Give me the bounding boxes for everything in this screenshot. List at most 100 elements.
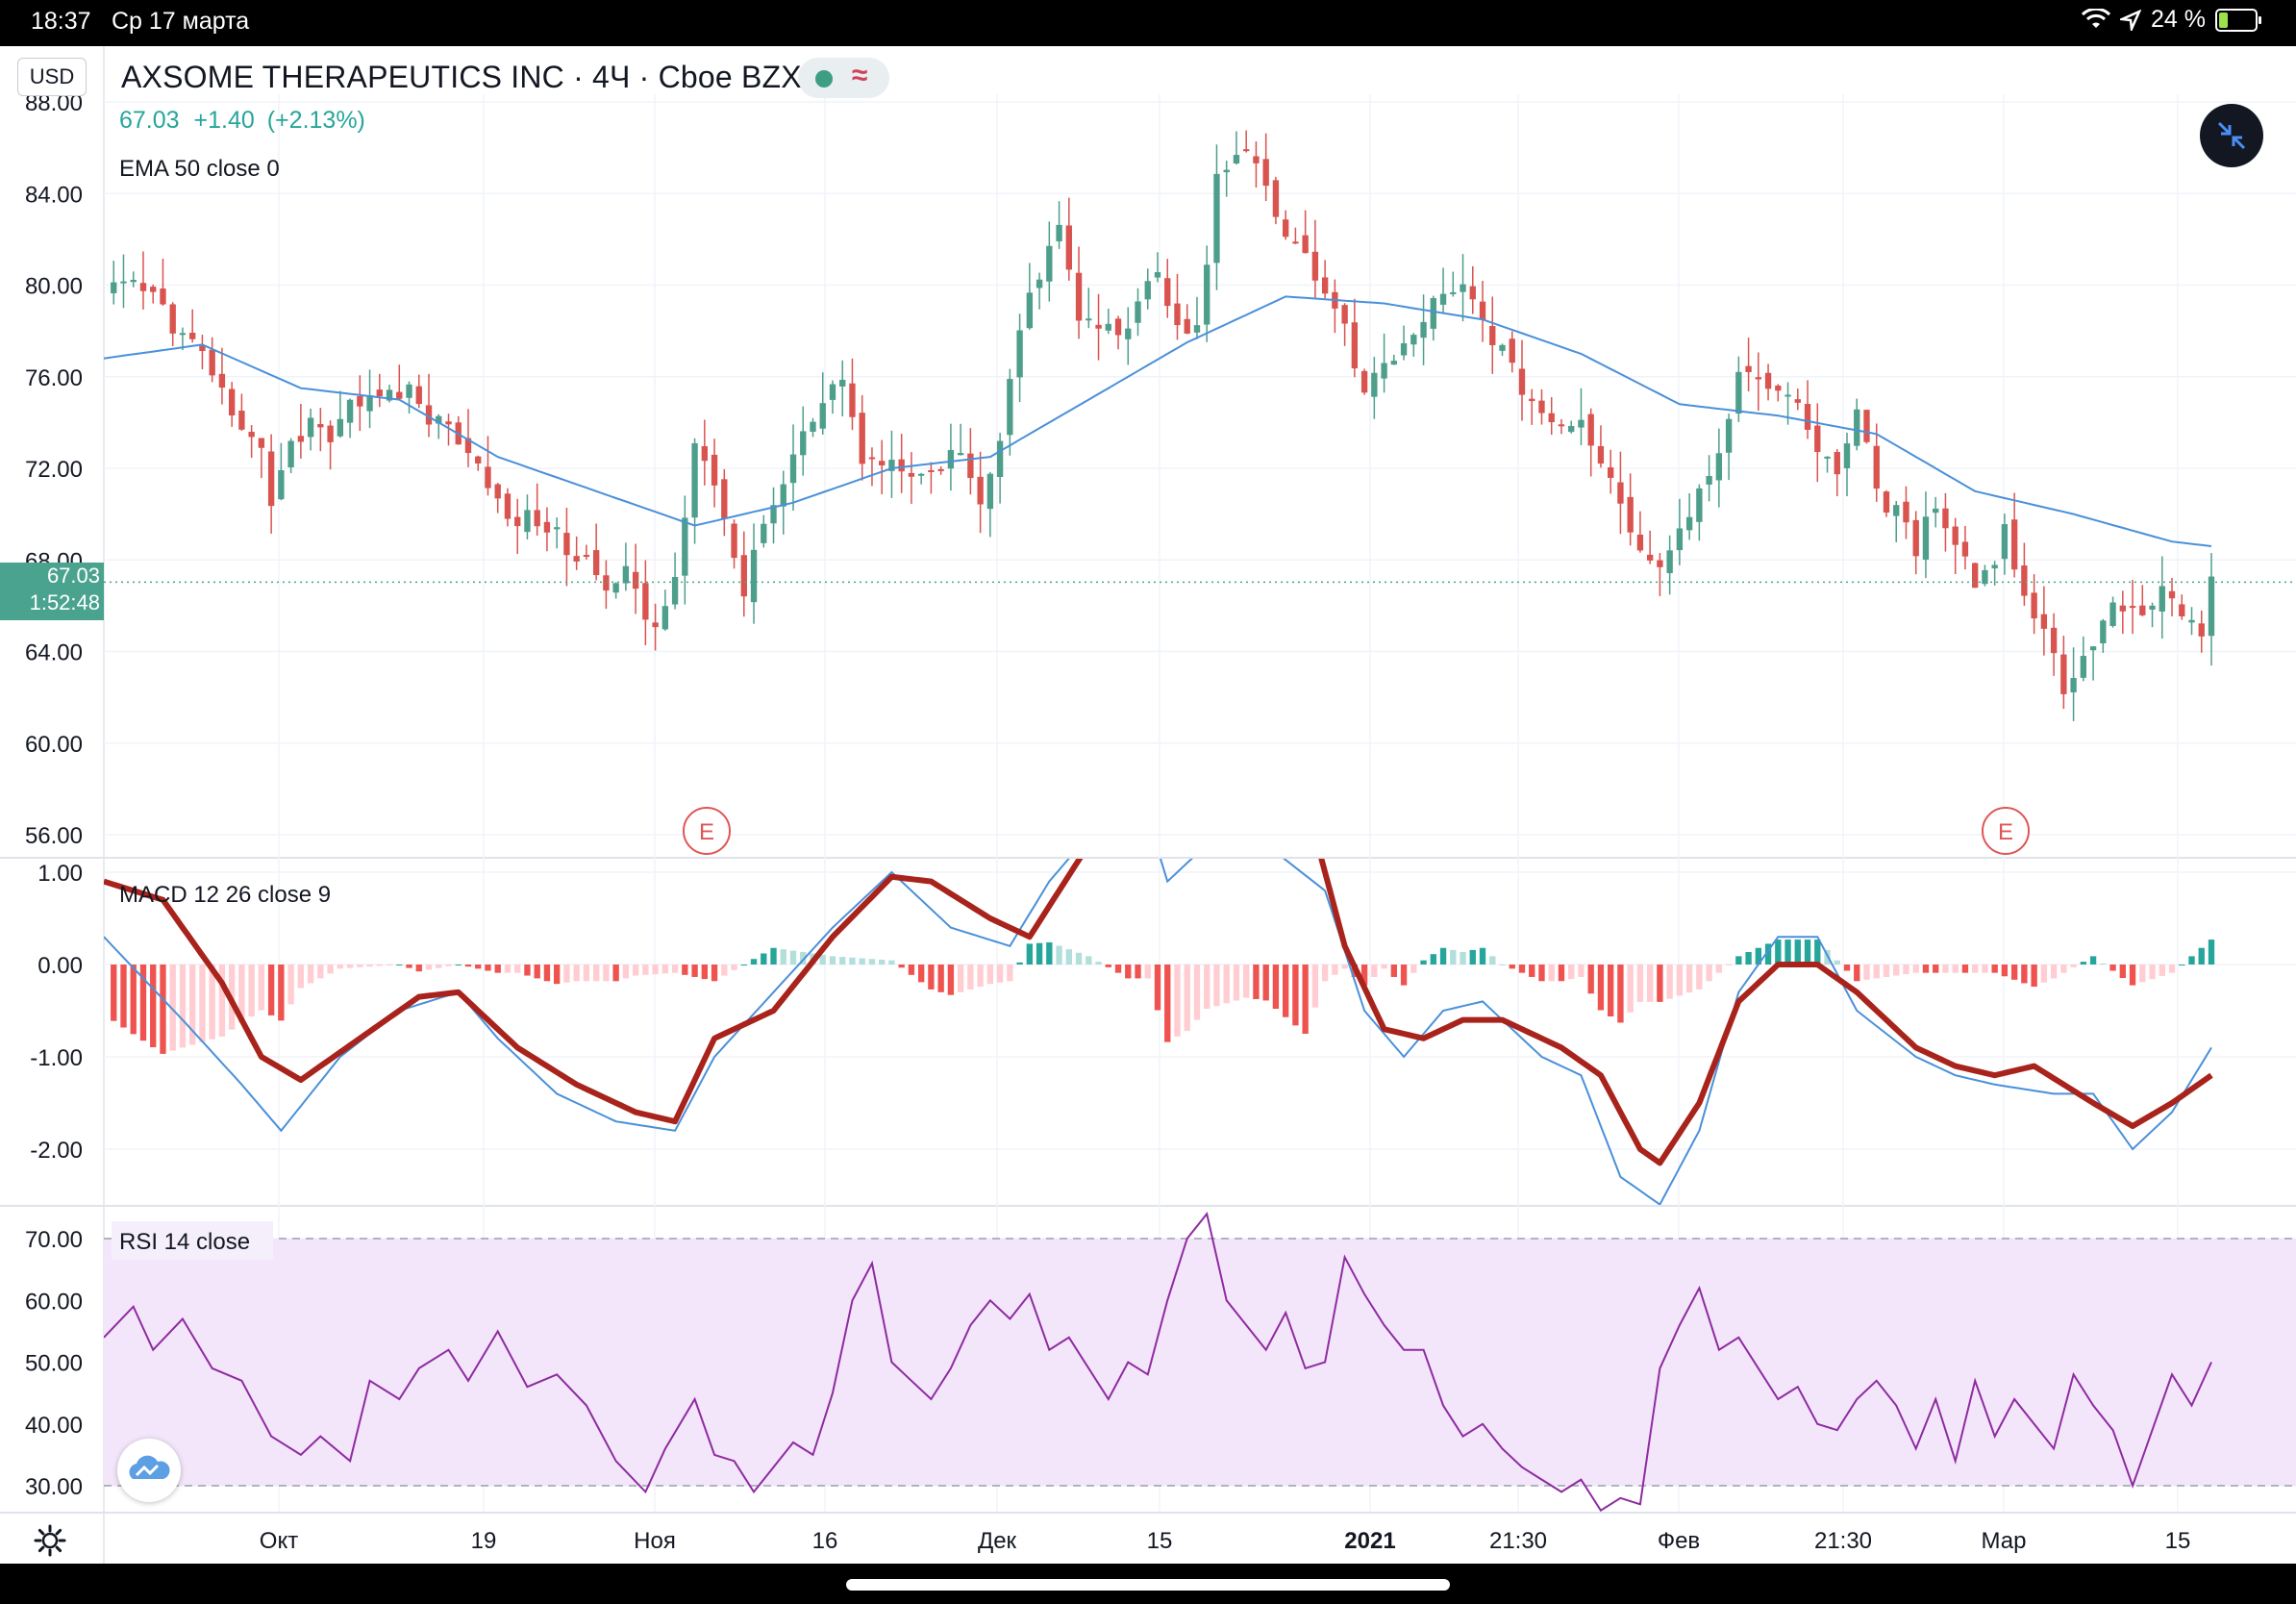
macd-bar	[1715, 965, 1723, 973]
candle	[977, 451, 984, 534]
earnings-marker[interactable]: E	[683, 807, 731, 855]
macd-bar	[2010, 965, 2018, 980]
price-tick-label: 76.00	[25, 365, 83, 391]
candle	[228, 382, 236, 427]
candle	[130, 271, 137, 288]
macd-bar	[1184, 965, 1190, 1032]
candle-body	[1834, 451, 1840, 475]
candle-body	[711, 454, 718, 486]
macd-bar	[1518, 965, 1526, 973]
rsi-label[interactable]: RSI 14 close	[119, 1229, 251, 1255]
macd-label[interactable]: MACD 12 26 close 9	[119, 882, 332, 908]
ema-label[interactable]: EMA 50 close 0	[119, 156, 280, 182]
candle	[218, 347, 226, 405]
earnings-marker[interactable]: E	[1982, 807, 2030, 855]
candle	[2060, 636, 2067, 710]
macd-bar	[406, 965, 412, 968]
macd-bar	[839, 957, 846, 965]
candle	[1538, 388, 1545, 425]
macd-bar	[1883, 965, 1890, 977]
macd-bar	[1834, 960, 1840, 965]
candle	[425, 373, 433, 438]
macd-bar	[691, 965, 698, 977]
tradingview-logo-button[interactable]	[117, 1439, 181, 1502]
candle	[1824, 456, 1831, 473]
macd-bar	[1135, 965, 1141, 979]
candle	[1834, 449, 1840, 497]
time-tick-label: 16	[812, 1528, 838, 1554]
candle	[189, 309, 196, 343]
market-status-pill[interactable]: ≈	[798, 58, 889, 98]
candle-body	[740, 555, 747, 597]
candle-body	[2031, 592, 2037, 619]
candle	[996, 433, 1004, 504]
candle	[554, 517, 561, 549]
macd-bar	[267, 965, 275, 1015]
candle	[2031, 574, 2037, 635]
candle-body	[898, 459, 905, 472]
candle	[1903, 486, 1909, 539]
candle	[1410, 333, 1417, 357]
currency-button[interactable]: USD	[17, 58, 87, 96]
macd-bar	[1893, 965, 1900, 976]
candle-body	[849, 383, 856, 417]
candle-body	[800, 431, 807, 456]
candle-body	[386, 389, 393, 401]
macd-bar	[1804, 940, 1811, 965]
candle-body	[1282, 219, 1289, 238]
candle-body	[1311, 251, 1319, 281]
candle-body	[120, 281, 127, 284]
macd-bar	[1105, 965, 1111, 967]
candle-body	[1745, 365, 1752, 372]
candle-body	[761, 523, 767, 543]
candle-body	[1883, 491, 1890, 514]
candle	[583, 544, 590, 560]
candle-body	[524, 510, 531, 533]
macd-bar	[1587, 965, 1594, 994]
candle	[1942, 492, 1949, 552]
symbol-title[interactable]: AXSOME THERAPEUTICS INC · 4Ч · Cboe BZX	[121, 60, 802, 94]
chart-canvas[interactable]: Окт 19 Ноя 16 Дек 15 2021 21:30 Фев 21:30 Мар 1588.…	[0, 46, 2296, 1564]
location-icon	[2120, 9, 2142, 31]
candle	[386, 385, 393, 403]
candle	[701, 419, 708, 486]
candle	[1193, 296, 1201, 339]
macd-bar	[603, 965, 610, 982]
candle	[2198, 610, 2205, 653]
macd-bar	[1933, 965, 1939, 973]
macd-bar	[2100, 963, 2107, 965]
candle	[139, 251, 147, 310]
time-tick-label: 21:30	[1489, 1528, 1547, 1554]
candle-body	[1646, 554, 1654, 561]
candle	[1174, 273, 1181, 340]
candle-body	[731, 523, 737, 559]
macd-bar	[1666, 965, 1673, 999]
candle	[169, 302, 176, 346]
macd-bar	[632, 965, 639, 976]
macd-bar	[1538, 965, 1545, 982]
macd-bar	[327, 965, 334, 974]
macd-bar	[1371, 965, 1378, 977]
macd-bar	[1174, 965, 1181, 1037]
settings-gear-icon[interactable]	[33, 1523, 67, 1558]
macd-bar	[1056, 945, 1062, 965]
candle-body	[1863, 410, 1870, 442]
candle-body	[612, 583, 619, 593]
candle-body	[661, 606, 669, 630]
collapse-fullscreen-button[interactable]	[2200, 104, 2263, 167]
candle	[879, 439, 886, 494]
candle-body	[583, 555, 590, 558]
candle	[1450, 271, 1457, 297]
home-indicator[interactable]	[846, 1579, 1450, 1591]
candle	[1439, 267, 1447, 313]
candle	[327, 420, 334, 470]
candle	[1036, 272, 1043, 310]
macd-bar	[573, 965, 580, 982]
macd-bar	[1233, 965, 1240, 1001]
candle	[612, 582, 619, 599]
candle-body	[2139, 605, 2146, 615]
candle-body	[829, 384, 836, 400]
candle-body	[2050, 627, 2058, 654]
macd-bar	[357, 965, 363, 967]
